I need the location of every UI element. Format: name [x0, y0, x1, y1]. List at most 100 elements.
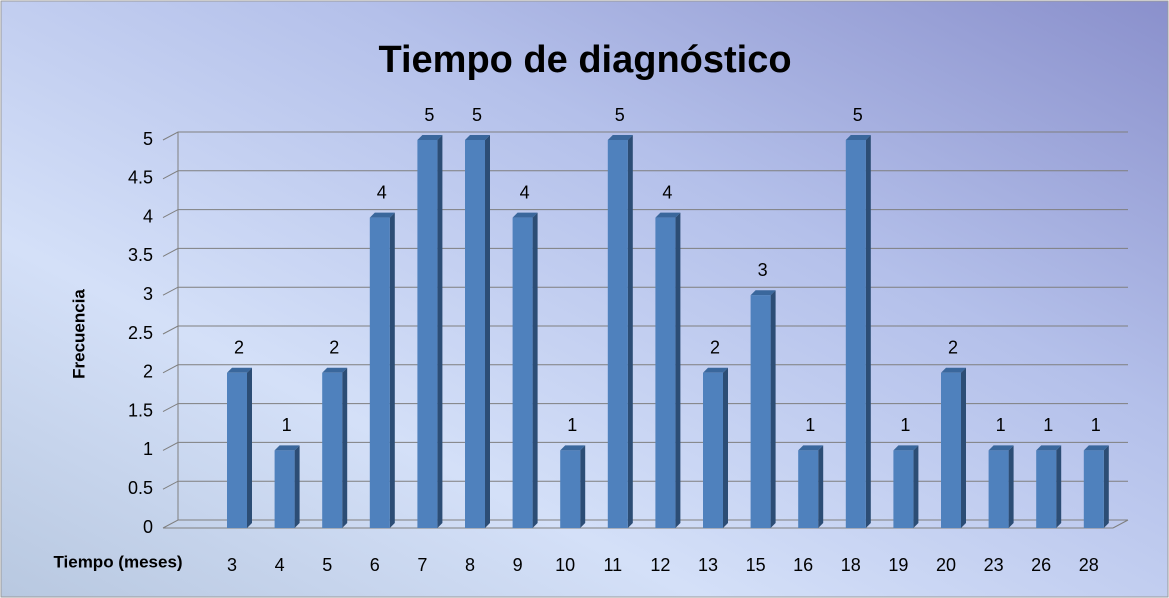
bar-top	[560, 445, 586, 451]
bar-side	[437, 135, 443, 528]
data-label: 4	[377, 182, 387, 202]
data-label: 1	[900, 415, 910, 435]
bar-side	[1103, 445, 1109, 528]
bar	[512, 217, 533, 528]
data-label: 1	[805, 415, 815, 435]
bar-side	[913, 445, 919, 528]
bar	[227, 372, 247, 528]
bar-side	[580, 445, 586, 528]
bar	[369, 217, 390, 528]
y-axis-label: Frecuencia	[69, 289, 88, 379]
bar-top	[369, 212, 395, 218]
bar-side	[247, 367, 252, 528]
bar	[1083, 450, 1104, 528]
bar	[941, 372, 961, 528]
y-tick-label: 1.5	[128, 400, 153, 420]
data-label: 1	[282, 415, 292, 435]
chart-title: Tiempo de diagnóstico	[378, 39, 791, 81]
bar	[417, 140, 438, 528]
bar-top	[750, 290, 776, 296]
y-tick-label: 0.5	[128, 478, 153, 498]
bar-top	[988, 445, 1014, 451]
bar-top	[1036, 445, 1062, 451]
y-tick-label: 4	[143, 206, 153, 226]
bar-top	[798, 445, 824, 451]
x-tick-label: 28	[1079, 555, 1099, 575]
x-tick-label: 9	[513, 555, 523, 575]
x-tick-label: 19	[888, 555, 908, 575]
bar	[893, 450, 914, 528]
x-tick-label: 12	[650, 555, 670, 575]
bar-side	[818, 445, 824, 528]
axis-line	[1112, 519, 1129, 529]
x-tick-label: 10	[555, 555, 575, 575]
bar	[465, 140, 485, 528]
bar-top	[655, 212, 681, 218]
y-tick-label: 3	[143, 284, 153, 304]
data-label: 1	[567, 415, 577, 435]
x-tick-label: 3	[227, 555, 237, 575]
bar-top	[512, 212, 538, 218]
bar-side	[389, 212, 395, 528]
bar	[845, 140, 866, 528]
data-label: 1	[1091, 415, 1101, 435]
bar	[274, 450, 295, 528]
bar	[703, 372, 723, 528]
data-label: 2	[329, 338, 339, 358]
bar-top	[941, 367, 966, 373]
bar-top	[417, 135, 443, 140]
x-tick-label: 8	[465, 555, 475, 575]
bar-top	[322, 367, 348, 373]
data-label: 5	[424, 105, 434, 125]
data-label: 1	[996, 415, 1006, 435]
bar-side	[770, 290, 776, 528]
x-tick-label: 11	[603, 555, 622, 575]
bar	[750, 295, 771, 528]
x-tick-label: 13	[698, 555, 718, 575]
bar-side	[1008, 445, 1014, 528]
bar-top	[703, 367, 728, 373]
data-label: 5	[853, 105, 863, 125]
bar-side	[865, 135, 871, 528]
x-tick-label: 26	[1031, 555, 1051, 575]
data-label: 2	[948, 338, 958, 358]
bar-top	[845, 135, 871, 140]
bar-top	[607, 135, 633, 140]
data-label: 4	[662, 182, 672, 202]
y-tick-label: 2	[143, 362, 153, 382]
data-label: 2	[234, 338, 244, 358]
x-axis-label: Tiempo (meses)	[53, 552, 182, 571]
bar-side	[294, 445, 300, 528]
x-tick-label: 15	[746, 555, 766, 575]
bar-side	[532, 212, 538, 528]
bar-top	[465, 135, 490, 140]
x-tick-label: 6	[370, 555, 380, 575]
data-label: 2	[710, 338, 720, 358]
bar	[607, 140, 628, 528]
y-tick-label: 4.5	[128, 168, 153, 188]
bar-side	[1056, 445, 1062, 528]
bar-side	[342, 367, 348, 528]
bar	[798, 450, 819, 528]
bar-side	[961, 367, 966, 528]
x-tick-label: 16	[793, 555, 813, 575]
data-label: 5	[472, 105, 482, 125]
bar-side	[723, 367, 728, 528]
bar	[988, 450, 1009, 528]
data-label: 4	[520, 182, 530, 202]
bar-side	[627, 135, 633, 528]
bar-top	[1083, 445, 1109, 451]
bar	[560, 450, 581, 528]
bar	[1036, 450, 1057, 528]
bar	[655, 217, 676, 528]
y-tick-label: 1	[143, 439, 153, 459]
data-label: 5	[615, 105, 625, 125]
data-label: 3	[758, 260, 768, 280]
bar-side	[485, 135, 490, 528]
x-tick-label: 23	[984, 555, 1004, 575]
x-tick-label: 5	[322, 555, 332, 575]
y-tick-label: 5	[143, 129, 153, 149]
bar-side	[675, 212, 681, 528]
data-label: 1	[1043, 415, 1053, 435]
bar-top	[274, 445, 300, 451]
